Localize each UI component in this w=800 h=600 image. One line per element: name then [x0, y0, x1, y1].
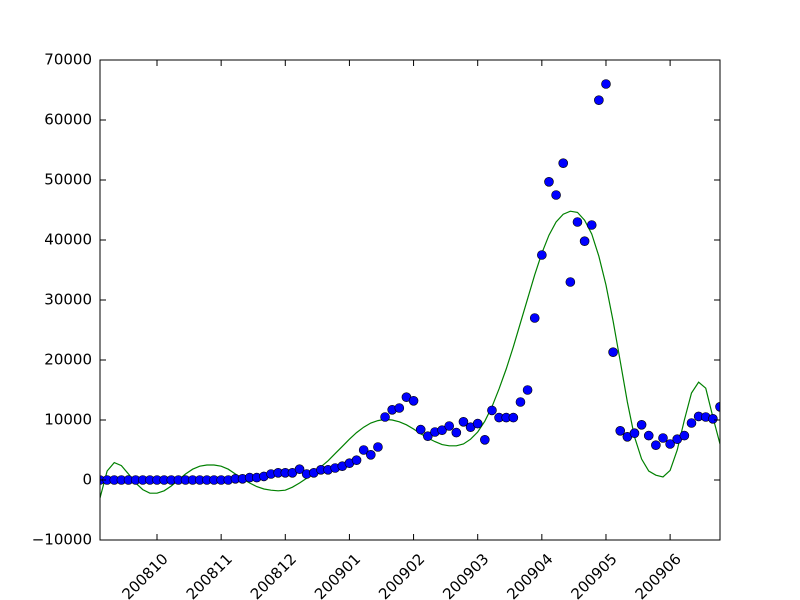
- point: [487, 405, 497, 416]
- x-tick-label: 200904: [503, 550, 556, 600]
- point: [629, 428, 640, 439]
- point: [451, 427, 462, 438]
- point: [608, 347, 618, 358]
- point: [658, 433, 668, 443]
- point: [423, 431, 433, 442]
- point: [515, 397, 526, 407]
- point: [551, 190, 561, 200]
- x-tick-label: 200901: [311, 550, 364, 600]
- x-tick-label: 200810: [119, 550, 172, 600]
- point: [394, 403, 405, 413]
- point: [437, 425, 447, 436]
- y-tick-label: 10000: [44, 411, 92, 429]
- point: [380, 412, 390, 422]
- point: [586, 220, 597, 230]
- x-tick-label: 200903: [439, 550, 492, 600]
- y-tick-label: 60000: [44, 111, 92, 129]
- y-tick-label: 50000: [44, 171, 92, 189]
- point: [643, 430, 654, 441]
- point: [636, 419, 647, 430]
- point: [358, 445, 369, 455]
- point: [537, 250, 547, 260]
- x-tick-label: 200811: [183, 550, 236, 600]
- point: [294, 464, 305, 475]
- point: [615, 425, 626, 436]
- line: [100, 210, 720, 499]
- y-tick-label: 40000: [44, 231, 92, 249]
- point: [708, 413, 718, 424]
- y-tick-label: 70000: [44, 51, 92, 69]
- point: [351, 455, 362, 466]
- x-tick-label: 200906: [632, 550, 685, 600]
- point: [679, 430, 690, 441]
- point: [522, 385, 533, 395]
- point: [572, 217, 583, 227]
- point: [601, 79, 611, 89]
- point: [458, 416, 469, 427]
- point: [444, 421, 454, 431]
- point: [665, 439, 675, 449]
- point: [579, 236, 590, 246]
- point: [415, 424, 426, 435]
- point: [373, 442, 383, 452]
- axes-frame: [99, 59, 721, 541]
- point: [594, 95, 604, 105]
- y-tick-label: −10000: [32, 531, 92, 549]
- point: [366, 449, 376, 460]
- point: [408, 395, 419, 406]
- x-tick-label: 200812: [247, 550, 300, 600]
- point: [715, 402, 720, 412]
- x-tick-label: 200905: [568, 550, 621, 600]
- y-tick-label: 20000: [44, 351, 92, 369]
- point: [565, 277, 576, 287]
- plot-area: [100, 79, 720, 499]
- y-tick-label: 30000: [44, 291, 92, 309]
- x-tick-label: 200902: [375, 550, 428, 600]
- point: [472, 418, 483, 429]
- point: [558, 158, 569, 168]
- point: [480, 434, 490, 445]
- point: [544, 177, 554, 187]
- point: [508, 412, 519, 423]
- y-tick-label: 0: [82, 471, 92, 489]
- point: [529, 313, 540, 323]
- point: [651, 440, 661, 451]
- point: [686, 418, 697, 428]
